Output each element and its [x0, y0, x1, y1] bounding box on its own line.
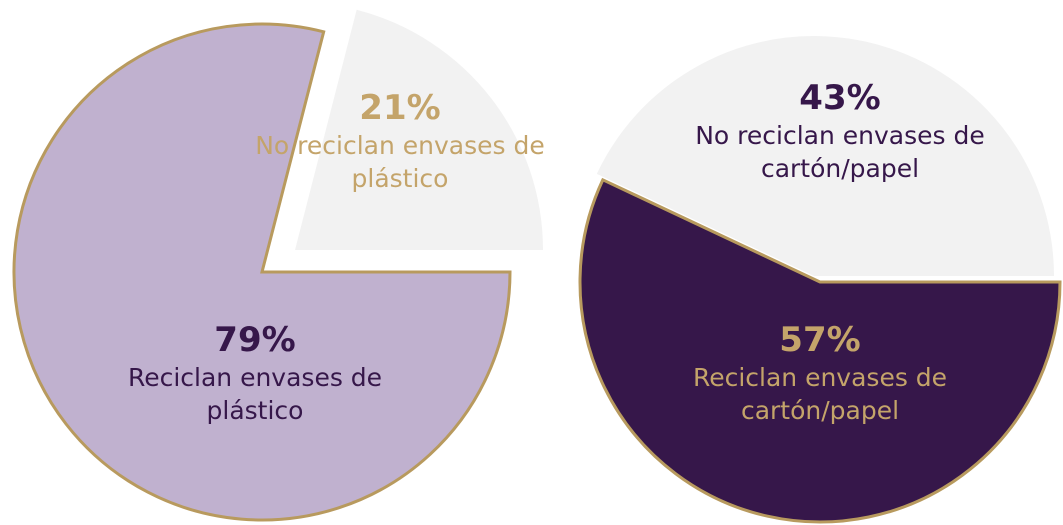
value-label: 21% — [359, 88, 441, 128]
category-label: Reciclan envases de cartón/papel — [692, 363, 948, 425]
value-label: 57% — [779, 320, 861, 360]
pie-slice — [295, 9, 543, 250]
category-label: No reciclan envases de plástico — [255, 131, 545, 193]
value-label: 79% — [214, 320, 296, 360]
pie-slice — [12, 22, 512, 522]
slice-label: 43% No reciclan envases de cartón/papel — [670, 76, 1010, 185]
slice-label: 57% Reciclan envases de cartón/papel — [670, 318, 970, 427]
category-label: No reciclan envases de cartón/papel — [695, 121, 985, 183]
category-label: Reciclan envases de plástico — [127, 363, 383, 425]
pie-slice — [578, 177, 1062, 524]
slice-label: 79% Reciclan envases de plástico — [85, 318, 425, 427]
pie-slice — [596, 36, 1054, 277]
slice-label: 21% No reciclan envases de plástico — [230, 86, 570, 195]
value-label: 43% — [799, 78, 881, 118]
